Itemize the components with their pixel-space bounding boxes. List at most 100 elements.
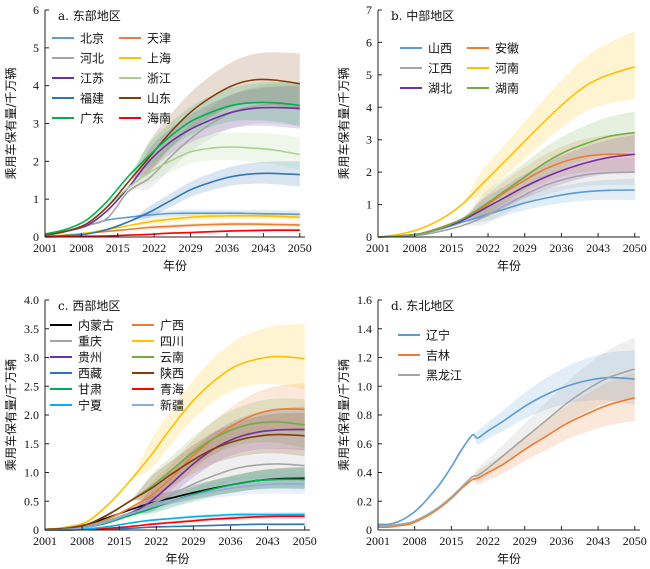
legend-label: 广西 <box>160 319 184 333</box>
y-tick-label: 5 <box>366 68 372 82</box>
legend-item: 山西 <box>400 42 452 56</box>
x-tick-label: 2008 <box>403 534 427 548</box>
legend-label: 陕西 <box>160 366 184 381</box>
y-tick-label: 3 <box>33 117 39 131</box>
legend-item: 浙江 <box>119 72 171 86</box>
band-重庆 <box>45 447 305 530</box>
x-tick-label: 2022 <box>476 534 500 548</box>
legend-item: 山东 <box>119 92 171 106</box>
series-line-陕西 <box>44 433 305 531</box>
legend-label: 湖北 <box>428 81 452 96</box>
legend-item: 贵州 <box>50 351 102 365</box>
x-tick-label: 2050 <box>623 241 647 255</box>
legend-item: 湖南 <box>467 81 519 96</box>
band-山东 <box>45 52 300 236</box>
y-tick-label: 1.0 <box>24 466 39 480</box>
band-吉林 <box>378 371 635 528</box>
legend-label: 福建 <box>80 91 104 106</box>
y-tick-label: 1.6 <box>357 293 372 307</box>
x-axis-title: 年份 <box>165 552 189 566</box>
series-line-辽宁 <box>377 376 635 526</box>
y-tick-label: 0 <box>366 230 372 244</box>
series-line-河南 <box>377 66 636 238</box>
y-tick-label: 1.2 <box>357 351 372 365</box>
x-tick-label: 2029 <box>179 241 203 255</box>
panel-northeast-region: 0 0.2 0.4 0.6 0.8 1.0 1.2 1.4 1.6 2001 2008 2015 202… <box>336 293 647 566</box>
legend-item: 吉林 <box>398 349 450 363</box>
y-axis-title: 乘用车保有量/千万辆 <box>3 359 18 471</box>
legend-item: 河南 <box>467 61 519 76</box>
y-tick-label: 3.5 <box>24 322 39 336</box>
x-axis-title: 年份 <box>497 259 521 273</box>
legend-label: 宁夏 <box>78 398 102 413</box>
panel-title: b. 中部地区 <box>391 8 454 23</box>
legend-label: 辽宁 <box>426 328 450 343</box>
x-axis-title: 年份 <box>163 259 187 273</box>
y-tick-label: 4 <box>366 100 372 114</box>
legend-item: 青海 <box>132 382 184 397</box>
band-湖南 <box>378 111 635 237</box>
x-tick-label: 2050 <box>288 241 312 255</box>
band-云南 <box>45 398 305 530</box>
band-江苏 <box>45 85 300 236</box>
y-axis-title: 乘用车保有量/千万辆 <box>336 359 351 471</box>
legend-label: 四川 <box>160 335 184 349</box>
y-tick-label: 2 <box>366 165 372 179</box>
x-tick-label: 2008 <box>69 241 93 255</box>
y-tick-label: 6 <box>366 35 372 49</box>
series-line-江苏 <box>44 106 300 236</box>
y-tick-label: 0.6 <box>357 437 372 451</box>
legend-label: 河南 <box>495 61 519 76</box>
series-line-福建 <box>44 172 300 237</box>
y-tick-label: 1.0 <box>357 379 372 393</box>
y-tick-label: 0 <box>33 230 39 244</box>
legend-item: 重庆 <box>50 335 102 349</box>
series-line-海南 <box>44 229 300 238</box>
y-tick-label: 3.0 <box>24 351 39 365</box>
legend-item: 广东 <box>52 112 104 126</box>
legend-label: 山西 <box>428 42 452 56</box>
legend-label: 海南 <box>147 111 171 126</box>
legend-label: 安徽 <box>495 41 519 56</box>
x-tick-label: 2008 <box>70 534 94 548</box>
band-河南 <box>378 31 635 237</box>
legend-item: 江苏 <box>52 72 104 86</box>
legend-item: 宁夏 <box>50 398 102 413</box>
legend-item: 云南 <box>132 350 184 365</box>
legend-label: 西藏 <box>78 367 102 381</box>
series-line-吉林 <box>377 397 635 529</box>
legend-label: 云南 <box>160 350 184 365</box>
legend-item: 广西 <box>132 319 184 333</box>
series-line-江西 <box>377 171 635 238</box>
x-tick-label: 2015 <box>439 534 463 548</box>
x-tick-label: 2015 <box>439 241 463 255</box>
x-tick-label: 2029 <box>513 534 537 548</box>
legend-item: 四川 <box>132 335 184 349</box>
legend-label: 青海 <box>160 382 184 397</box>
y-axis-title: 乘用车保有量/千万辆 <box>336 67 351 179</box>
band-广东 <box>45 81 300 234</box>
legend-label: 黑龙江 <box>426 369 462 383</box>
legend-label: 湖南 <box>495 81 519 96</box>
legend-item: 江西 <box>400 62 452 76</box>
legend-item: 陕西 <box>132 366 184 381</box>
legend-item: 甘肃 <box>50 383 102 397</box>
x-tick-label: 2043 <box>586 241 610 255</box>
y-tick-label: 5 <box>33 41 39 55</box>
band-四川 <box>45 324 305 530</box>
legend-item: 辽宁 <box>398 328 450 343</box>
legend-label: 上海 <box>147 51 171 66</box>
legend-item: 北京 <box>52 32 104 46</box>
y-axis-title: 乘用车保有量/千万辆 <box>3 67 18 179</box>
y-tick-label: 2 <box>33 154 39 168</box>
x-tick-label: 2022 <box>476 241 500 255</box>
legend-label: 江西 <box>428 62 452 76</box>
legend-item: 河北 <box>52 52 104 66</box>
panel-central-region: 0 1 2 3 4 5 6 7 2001 2008 2015 2022 2029 2036 2043 2050… <box>336 3 647 273</box>
panel-western-region: 0 0.5 1.0 1.5 2.0 2.5 3.0 3.5 4.0 2001 2008 2015 202… <box>3 293 317 566</box>
y-tick-label: 1.5 <box>24 437 39 451</box>
band-广西 <box>45 383 305 530</box>
legend-label: 山东 <box>147 92 171 106</box>
